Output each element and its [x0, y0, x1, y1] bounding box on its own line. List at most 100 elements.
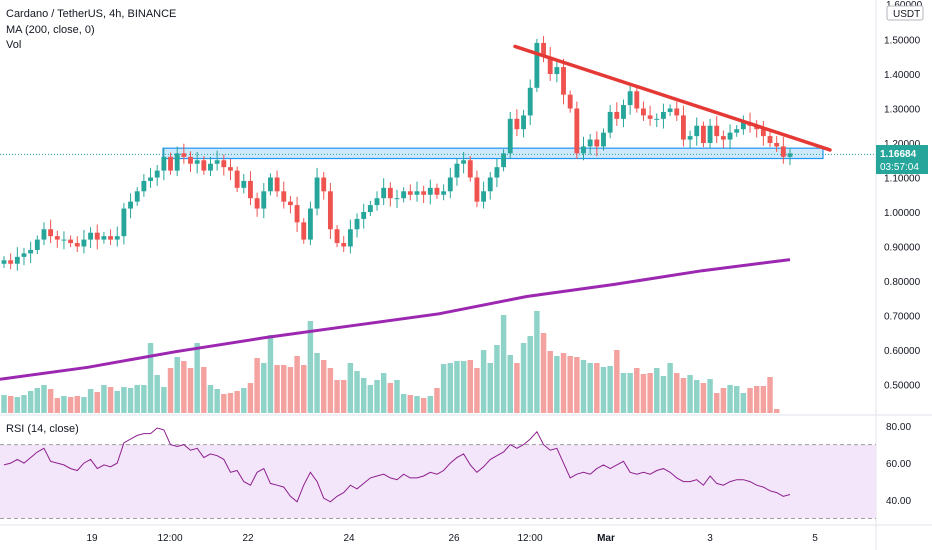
price-axis[interactable]: 0.50000 0.60000 0.70000 0.80000 0.90000 1.000… [884, 36, 921, 392]
candle-body [234, 170, 240, 188]
candle-body [301, 222, 307, 240]
candle-body [108, 236, 114, 240]
candle-body [661, 111, 666, 119]
candle-body [574, 108, 580, 154]
candle-body [307, 208, 313, 240]
volume-bar [527, 336, 533, 413]
volume-bar [487, 363, 493, 413]
volume-bar [54, 398, 61, 413]
currency-box[interactable] [886, 5, 924, 21]
candle-body [287, 201, 293, 206]
price-tick-label: 1.10000 [884, 174, 921, 185]
time-axis[interactable]: 19 12:00 22 24 26 12:00 Mar 3 5 [86, 533, 818, 544]
volume-bar [234, 391, 240, 413]
volume-bar [414, 396, 420, 413]
candle-body [601, 132, 606, 147]
descending-trendline[interactable] [513, 44, 832, 152]
volume-bar [620, 373, 627, 413]
candle-body [667, 108, 673, 112]
price-tick-label: 0.60000 [884, 346, 921, 357]
volume-bar [1, 395, 7, 413]
candle-body [48, 229, 54, 237]
rsi-tick-label: 60.00 [886, 459, 911, 470]
volume-bar [713, 393, 720, 413]
volume-bar [434, 388, 440, 413]
volume-bar [687, 375, 693, 413]
candle-body [634, 91, 640, 109]
candle-body [174, 153, 180, 171]
candle-body [387, 187, 393, 199]
candlesticks [1, 36, 793, 271]
candle-body [720, 136, 726, 140]
volume-bar [274, 365, 280, 413]
volume-bar [181, 361, 187, 413]
volume-bar [87, 389, 94, 413]
rsi-tick-label: 80.00 [886, 422, 911, 433]
candle-body [321, 177, 327, 192]
volume-bar [121, 387, 127, 413]
candle-body [94, 232, 100, 240]
candle-body [154, 170, 160, 178]
candle-body [1, 260, 7, 264]
volume-bar [47, 389, 54, 413]
volume-bar [767, 377, 773, 413]
volume-bar [74, 396, 81, 413]
volume-bar [654, 368, 660, 413]
candle-body [274, 177, 280, 192]
volume-bar [380, 373, 387, 413]
candle-body [61, 239, 67, 241]
volume-bar [554, 356, 560, 413]
volume-bar [374, 380, 380, 413]
candle-body [367, 205, 373, 212]
candle-body [507, 118, 513, 154]
volume-bar [334, 380, 340, 413]
candle-body [407, 191, 413, 195]
volume-bar [514, 363, 520, 413]
candle-body [514, 118, 520, 130]
candle-body [641, 108, 646, 116]
candle-body [181, 153, 187, 157]
candle-body [314, 177, 320, 209]
candle-body [774, 143, 780, 147]
candle-body [221, 160, 227, 168]
current-price-label: 1.16684 [880, 149, 917, 160]
volume-bar [480, 350, 487, 413]
volume-bar [134, 385, 140, 413]
candle-body [521, 115, 526, 130]
candle-body [674, 108, 680, 116]
candle-body [161, 156, 167, 171]
volume-bar [187, 368, 194, 413]
ma-line-layer [0, 258, 791, 381]
candle-body [614, 111, 620, 119]
candle-body [248, 180, 253, 199]
volume-bar [407, 395, 414, 413]
price-tick-label: 0.70000 [884, 312, 921, 323]
time-tick-label: 19 [86, 533, 98, 544]
candle-body [727, 132, 733, 140]
rsi-axis[interactable]: 40.00 60.00 80.00 [886, 422, 911, 507]
candle-body [68, 239, 74, 244]
chart-title: Cardano / TetherUS, 4h, BINANCE [6, 8, 176, 20]
volume-bar [647, 373, 653, 413]
volume-bar [101, 385, 107, 413]
candle-body [208, 163, 213, 171]
volume-bar [254, 358, 260, 413]
volume-bar [61, 396, 67, 413]
volume-bar [520, 343, 527, 413]
candle-body [694, 125, 700, 137]
candle-body [581, 146, 586, 154]
volume-bar [567, 356, 573, 413]
candle-body [734, 129, 740, 133]
candle-body [494, 167, 500, 178]
support-zone-rect[interactable] [162, 147, 824, 160]
candle-body [447, 177, 453, 192]
volume-bar [607, 366, 613, 413]
volume-bar [494, 345, 500, 413]
volume-bar [94, 392, 100, 413]
candle-body [21, 253, 27, 257]
candle-body [281, 191, 287, 202]
support-zone [0, 147, 876, 160]
candle-body [141, 180, 147, 192]
time-tick-label: 12:00 [157, 533, 182, 544]
candle-body [421, 191, 427, 195]
